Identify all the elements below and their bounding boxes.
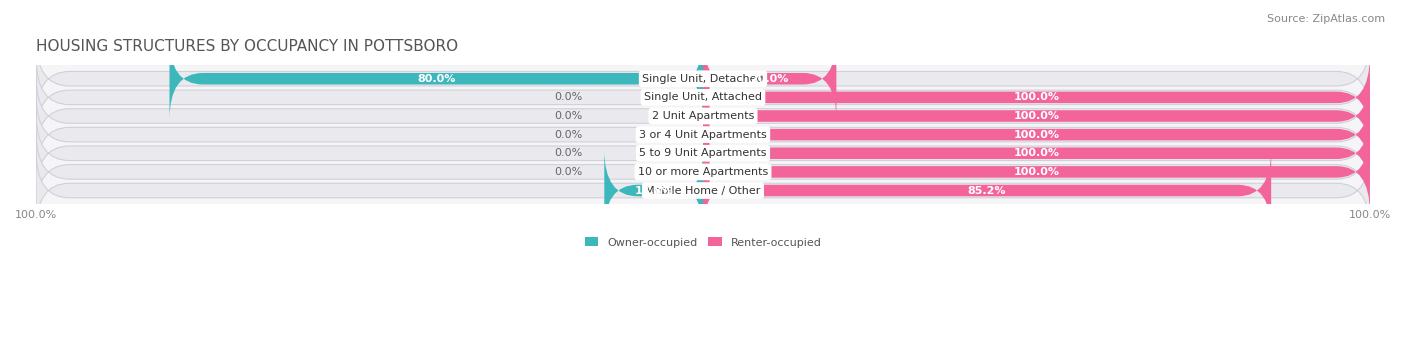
Text: HOUSING STRUCTURES BY OCCUPANCY IN POTTSBORO: HOUSING STRUCTURES BY OCCUPANCY IN POTTS… xyxy=(37,39,458,54)
Legend: Owner-occupied, Renter-occupied: Owner-occupied, Renter-occupied xyxy=(581,233,825,252)
Text: 20.0%: 20.0% xyxy=(751,74,789,84)
Text: 85.2%: 85.2% xyxy=(967,186,1007,195)
Text: Single Unit, Detached: Single Unit, Detached xyxy=(643,74,763,84)
Text: 5 to 9 Unit Apartments: 5 to 9 Unit Apartments xyxy=(640,148,766,158)
Text: 100.0%: 100.0% xyxy=(1014,111,1060,121)
Text: 0.0%: 0.0% xyxy=(555,148,583,158)
FancyBboxPatch shape xyxy=(37,133,1369,211)
FancyBboxPatch shape xyxy=(37,58,1369,137)
FancyBboxPatch shape xyxy=(37,151,1369,230)
Text: 100.0%: 100.0% xyxy=(1014,167,1060,177)
FancyBboxPatch shape xyxy=(703,38,837,120)
FancyBboxPatch shape xyxy=(37,77,1369,155)
FancyBboxPatch shape xyxy=(37,40,1369,118)
Text: 0.0%: 0.0% xyxy=(555,92,583,102)
Text: 10 or more Apartments: 10 or more Apartments xyxy=(638,167,768,177)
Text: Mobile Home / Other: Mobile Home / Other xyxy=(645,186,761,195)
Text: 80.0%: 80.0% xyxy=(418,74,456,84)
FancyBboxPatch shape xyxy=(703,113,1369,194)
Text: 3 or 4 Unit Apartments: 3 or 4 Unit Apartments xyxy=(640,130,766,139)
Text: 100.0%: 100.0% xyxy=(1014,92,1060,102)
Text: 0.0%: 0.0% xyxy=(555,111,583,121)
FancyBboxPatch shape xyxy=(605,150,703,231)
FancyBboxPatch shape xyxy=(703,150,1271,231)
FancyBboxPatch shape xyxy=(37,95,1369,174)
Text: 14.8%: 14.8% xyxy=(634,186,673,195)
FancyBboxPatch shape xyxy=(170,38,703,120)
FancyBboxPatch shape xyxy=(703,131,1369,213)
Text: 2 Unit Apartments: 2 Unit Apartments xyxy=(652,111,754,121)
Text: 100.0%: 100.0% xyxy=(1014,148,1060,158)
Text: 0.0%: 0.0% xyxy=(555,130,583,139)
Text: Source: ZipAtlas.com: Source: ZipAtlas.com xyxy=(1267,14,1385,24)
FancyBboxPatch shape xyxy=(37,114,1369,193)
Text: 0.0%: 0.0% xyxy=(555,167,583,177)
Text: Single Unit, Attached: Single Unit, Attached xyxy=(644,92,762,102)
FancyBboxPatch shape xyxy=(703,57,1369,138)
FancyBboxPatch shape xyxy=(703,94,1369,175)
Text: 100.0%: 100.0% xyxy=(1014,130,1060,139)
FancyBboxPatch shape xyxy=(703,75,1369,157)
